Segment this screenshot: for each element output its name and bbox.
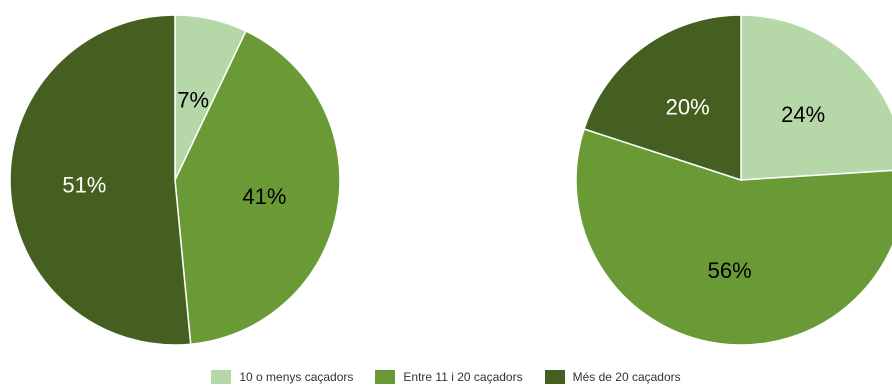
legend-label: Entre 11 i 20 caçadors	[403, 370, 523, 384]
legend-item-more-than-20: Més de 20 caçadors	[544, 370, 681, 384]
slice-label: 51%	[62, 172, 106, 197]
pie-slice	[583, 14, 742, 182]
slice-label: 56%	[708, 258, 752, 283]
slice-label: 20%	[666, 95, 710, 120]
legend-item-10-or-fewer: 10 o menys caçadors	[211, 370, 353, 384]
pie-chart-2: 24% 56% 20%	[575, 14, 892, 346]
pie-slice	[9, 14, 192, 346]
pie-chart-1: 7% 41% 51%	[9, 14, 341, 346]
legend-item-11-to-20: Entre 11 i 20 caçadors	[375, 370, 523, 384]
slice-label: 41%	[242, 184, 286, 209]
slice-label: 7%	[177, 88, 209, 113]
legend-swatch	[211, 370, 232, 384]
pie-slice	[740, 14, 892, 181]
pie-slice	[575, 128, 892, 346]
slice-label: 24%	[781, 102, 825, 127]
legend: 10 o menys caçadors Entre 11 i 20 caçado…	[0, 370, 892, 384]
legend-swatch	[375, 370, 396, 384]
pie-slice	[174, 30, 341, 346]
legend-label: 10 o menys caçadors	[239, 370, 354, 384]
legend-label: Més de 20 caçadors	[572, 370, 681, 384]
legend-swatch	[544, 370, 565, 384]
